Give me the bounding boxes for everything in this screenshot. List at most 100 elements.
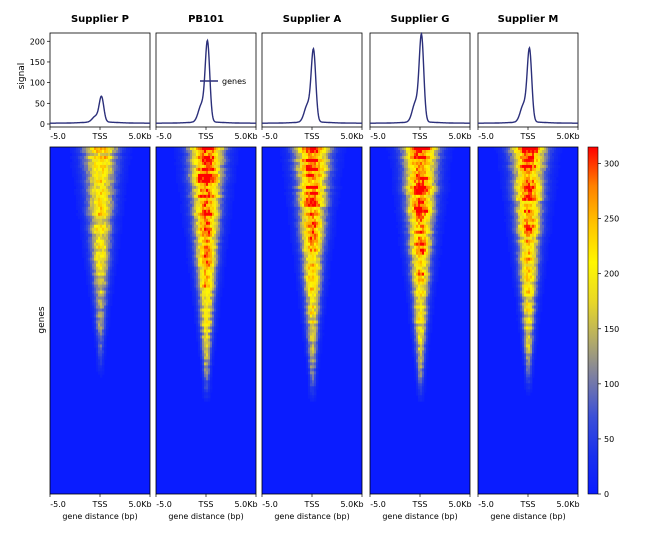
heatmap-cell [328,161,331,166]
heatmap-cell [388,147,391,151]
heatmap-cell [202,395,205,399]
heatmap-cell [294,206,297,211]
heatmap-cell [310,215,313,220]
heatmap-cell [212,263,215,268]
heatmap-cell [310,275,313,280]
heatmap-cell [410,182,413,187]
heatmap-cell [430,158,433,163]
heatmap-cell [400,200,403,205]
heatmap-cell [112,197,115,202]
heatmap-cell [318,329,321,333]
heatmap-cell [220,147,223,151]
heatmap-cell [336,191,339,196]
heatmap-cell [180,170,183,175]
heatmap-cell [342,155,345,160]
heatmap-cell [176,173,179,178]
heatmap-cell [198,308,201,312]
heatmap-cell [302,230,305,235]
heatmap-cell [312,356,315,360]
heatmap-cell [86,212,89,217]
heatmap-cell [412,152,415,157]
heatmap-cell [180,188,183,193]
heatmap-cell [206,197,209,202]
heatmap-cell [200,296,203,300]
heatmap-cell [184,233,187,238]
heatmap-cell [208,341,211,345]
heatmap-cell [210,305,213,309]
heatmap-cell [90,296,93,300]
heatmap-cell [324,167,327,172]
heatmap-cell [194,272,197,277]
heatmap-cell [428,155,431,160]
heatmap-cell [304,212,307,217]
heatmap-cell [194,281,197,285]
heatmap-cell [298,212,301,217]
heatmap-cell [328,239,331,244]
heatmap-cell [312,176,315,181]
heatmap-cell [202,386,205,390]
heatmap-cell [190,224,193,229]
heatmap-cell [126,155,129,160]
heatmap-cell [408,164,411,169]
heatmap-cell [328,191,331,196]
heatmap-cell [118,188,121,193]
heatmap-cell [316,317,319,321]
heatmap-cell [430,182,433,187]
heatmap-cell [324,206,327,211]
heatmap-cell [112,248,115,253]
heatmap-cell [434,155,437,160]
heatmap-cell [428,170,431,175]
heatmap-cell [442,203,445,208]
heatmap-cell [296,200,299,205]
heatmap-cell [324,149,327,154]
heatmap-cell [94,147,97,151]
heatmap-cell [314,254,317,259]
heatmap-cell [318,299,321,303]
heatmap-cell [96,302,99,306]
heatmap-cell [102,296,105,300]
heatmap-cell [216,147,219,151]
heatmap-cell [214,155,217,160]
heatmap-cell [206,215,209,220]
heatmap-cell [298,230,301,235]
heatmap-cell [104,326,107,330]
heatmap-cell [398,191,401,196]
heatmap-cell [190,269,193,274]
heatmap-cell [184,167,187,172]
heatmap-cell [320,275,323,280]
heatmap-cell [88,275,91,280]
heatmap-cell [304,329,307,333]
heatmap-cell [202,179,205,184]
heatmap-cell [218,158,221,163]
heatmap-cell [300,239,303,244]
heatmap-cell [196,185,199,190]
heatmap-cell [302,167,305,172]
heatmap-cell [304,296,307,300]
heatmap-cell [96,296,99,300]
heatmap-cell [312,170,315,175]
heatmap-cell [210,266,213,271]
heatmap-cell [112,227,115,232]
heatmap-cell [302,278,305,283]
heatmap-cell [186,173,189,178]
heatmap-cell [204,209,207,214]
heatmap-cell [228,194,231,199]
heatmap-cell [90,167,93,172]
heatmap-cell [232,188,235,193]
heatmap-cell [294,161,297,166]
heatmap-cell [422,152,425,157]
heatmap-cell [90,188,93,193]
heatmap-cell [302,242,305,247]
heatmap-cell [82,209,85,214]
heatmap-cell [104,147,107,151]
heatmap-cell [202,158,205,163]
panel-title: Supplier G [391,14,450,25]
heatmap-cell [206,308,209,312]
heatmap-cell [426,194,429,199]
heatmap-cell [424,149,427,154]
heatmap-cell [434,206,437,211]
heatmap-cell [106,311,109,315]
heatmap-cell [400,206,403,211]
heatmap-cell [214,212,217,217]
heatmap-cell [214,161,217,166]
